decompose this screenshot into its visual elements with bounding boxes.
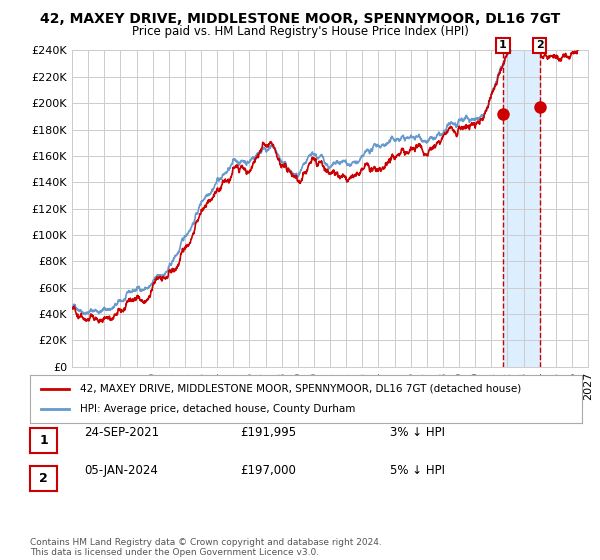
Text: 3% ↓ HPI: 3% ↓ HPI (390, 426, 445, 439)
Text: 1: 1 (39, 434, 48, 447)
Text: 24-SEP-2021: 24-SEP-2021 (84, 426, 159, 439)
Text: 1: 1 (499, 40, 507, 50)
Bar (503, 50, 540, 367)
Text: £191,995: £191,995 (240, 426, 296, 439)
Text: Contains HM Land Registry data © Crown copyright and database right 2024.
This d: Contains HM Land Registry data © Crown c… (30, 538, 382, 557)
Text: 2: 2 (39, 472, 48, 485)
Text: Price paid vs. HM Land Registry's House Price Index (HPI): Price paid vs. HM Land Registry's House … (131, 25, 469, 38)
Text: 42, MAXEY DRIVE, MIDDLESTONE MOOR, SPENNYMOOR, DL16 7GT: 42, MAXEY DRIVE, MIDDLESTONE MOOR, SPENN… (40, 12, 560, 26)
Text: 5% ↓ HPI: 5% ↓ HPI (390, 464, 445, 477)
Text: HPI: Average price, detached house, County Durham: HPI: Average price, detached house, Coun… (80, 404, 355, 414)
Text: 42, MAXEY DRIVE, MIDDLESTONE MOOR, SPENNYMOOR, DL16 7GT (detached house): 42, MAXEY DRIVE, MIDDLESTONE MOOR, SPENN… (80, 384, 521, 394)
Text: £197,000: £197,000 (240, 464, 296, 477)
Text: 2: 2 (536, 40, 544, 50)
Text: 05-JAN-2024: 05-JAN-2024 (84, 464, 158, 477)
